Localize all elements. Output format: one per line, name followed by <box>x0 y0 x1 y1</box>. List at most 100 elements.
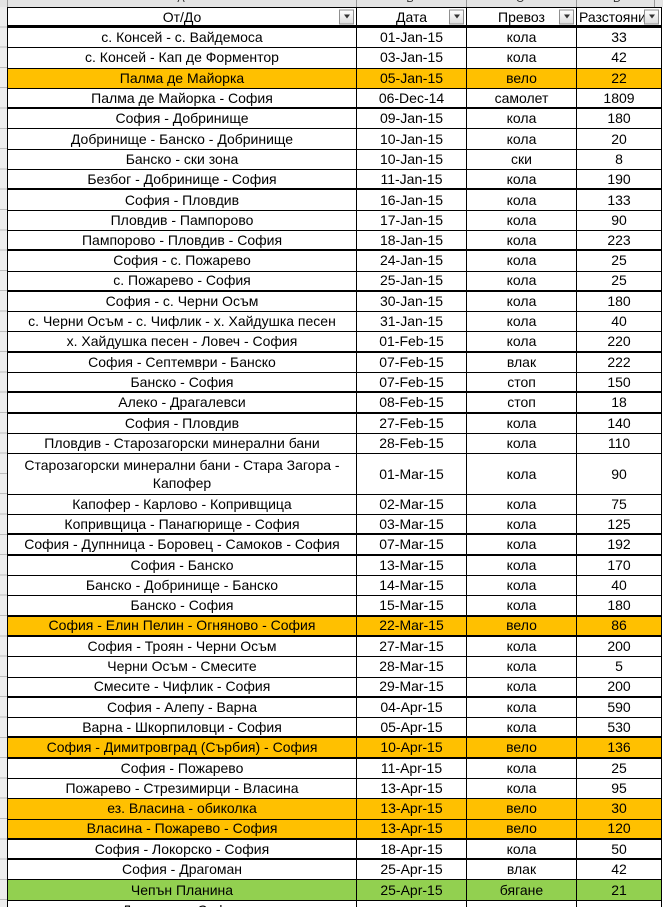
cell-transport[interactable]: кола <box>467 555 577 576</box>
cell-transport[interactable]: кола <box>467 251 577 271</box>
cell-from-to[interactable]: София - Троян - Черни Осъм <box>8 636 357 657</box>
filter-button-transport[interactable] <box>559 9 574 24</box>
cell-from-to[interactable]: с. Пожарево - София <box>8 271 357 290</box>
cell-from-to[interactable]: София - Алепу - Варна <box>8 697 357 718</box>
cell-date[interactable]: 05-Jan-15 <box>357 68 467 88</box>
cell-distance[interactable]: 20 <box>577 129 662 149</box>
cell-transport[interactable]: кола <box>467 515 577 534</box>
cell-date[interactable]: 17-Jan-15 <box>357 210 467 230</box>
header-distance[interactable]: Разстояни <box>577 8 662 25</box>
cell-transport[interactable]: кола <box>467 454 577 494</box>
cell-from-to[interactable]: с. Черни Осъм - с. Чифлик - х. Хайдушка … <box>8 312 357 332</box>
filter-button-from-to[interactable] <box>339 9 354 24</box>
cell-from-to[interactable]: Пловдив - Пампорово <box>8 210 357 230</box>
column-letter-d[interactable]: D <box>613 0 621 6</box>
cell-date[interactable]: 07-Mar-15 <box>357 535 467 554</box>
cell-distance[interactable]: 95 <box>577 778 662 799</box>
cell-transport[interactable]: стоп <box>467 373 577 392</box>
column-letter-a[interactable]: A <box>177 0 184 6</box>
cell-distance[interactable]: 140 <box>577 413 662 433</box>
filter-button-date[interactable] <box>449 9 464 24</box>
cell-transport[interactable]: кола <box>467 312 577 332</box>
cell-distance[interactable]: 50 <box>577 839 662 859</box>
cell-transport[interactable]: кола <box>467 758 577 778</box>
cell-distance[interactable]: 30 <box>577 799 662 819</box>
cell-transport[interactable]: кола <box>467 271 577 290</box>
cell-transport[interactable]: кола <box>467 657 577 677</box>
cell-date[interactable]: 11-Jan-15 <box>357 170 467 189</box>
cell-transport[interactable]: кола <box>467 778 577 799</box>
cell-distance[interactable]: 150 <box>577 373 662 392</box>
cell-transport[interactable]: кола <box>467 413 577 433</box>
cell-transport[interactable]: кола <box>467 535 577 554</box>
cell-date[interactable]: 09-Jan-15 <box>357 109 467 129</box>
cell-distance[interactable]: 222 <box>577 352 662 373</box>
cell-from-to[interactable]: София - Пловдив <box>8 413 357 433</box>
cell-distance[interactable]: 5 <box>577 657 662 677</box>
cell-transport[interactable]: кола <box>467 433 577 454</box>
cell-from-to[interactable]: Власина - Пожарево - София <box>8 819 357 838</box>
cell-from-to[interactable]: х. Хайдушка песен - Ловеч - София <box>8 332 357 351</box>
header-transport[interactable]: Превоз <box>467 8 577 25</box>
cell-from-to[interactable]: Добринище - Банско - Добринище <box>8 129 357 149</box>
cell-distance[interactable]: 200 <box>577 677 662 696</box>
cell-from-to[interactable]: Черни Осъм - Смесите <box>8 657 357 677</box>
cell-transport[interactable]: кола <box>467 28 577 48</box>
cell-transport[interactable]: кола <box>467 494 577 515</box>
cell-date[interactable]: 30-Jan-15 <box>357 291 467 312</box>
cell-distance[interactable]: 90 <box>577 454 662 494</box>
cell-date[interactable]: 15-Mar-15 <box>357 596 467 615</box>
cell-date[interactable]: 25-Jan-15 <box>357 271 467 290</box>
cell-transport[interactable]: кола <box>467 677 577 696</box>
cell-from-to[interactable]: Банско - София <box>8 596 357 615</box>
cell-transport[interactable]: вело <box>467 819 577 838</box>
cell-date[interactable]: 10-Jan-15 <box>357 129 467 149</box>
cell-from-to[interactable]: с. Консей - с. Вайдемоса <box>8 28 357 48</box>
cell-from-to[interactable]: с. Консей - Кап де Форментор <box>8 48 357 68</box>
cell-date[interactable]: 24-Jan-15 <box>357 251 467 271</box>
cell-date[interactable]: 13-Apr-15 <box>357 819 467 838</box>
cell-date[interactable]: 16-Jan-15 <box>357 190 467 210</box>
header-date[interactable]: Дата <box>357 8 467 25</box>
cell-date[interactable]: 22-Mar-15 <box>357 616 467 635</box>
cell-transport[interactable]: кола <box>467 210 577 230</box>
cell-transport[interactable] <box>467 900 577 907</box>
cell-transport[interactable]: кола <box>467 129 577 149</box>
cell-transport[interactable]: кола <box>467 839 577 859</box>
cell-distance[interactable]: 120 <box>577 819 662 838</box>
cell-transport[interactable]: кола <box>467 109 577 129</box>
cell-from-to[interactable]: ез. Власина - обиколка <box>8 799 357 819</box>
cell-from-to[interactable]: Палма де Майорка - София <box>8 88 357 108</box>
cell-transport[interactable]: влак <box>467 352 577 373</box>
cell-distance[interactable]: 25 <box>577 251 662 271</box>
cell-transport[interactable]: влак <box>467 860 577 880</box>
cell-from-to[interactable]: Пожарево - Стрезимирци - Власина <box>8 778 357 799</box>
cell-date[interactable]: 25-Apr-15 <box>357 860 467 880</box>
cell-date[interactable]: 06-Dec-14 <box>357 88 467 108</box>
cell-distance[interactable]: 220 <box>577 332 662 351</box>
cell-transport[interactable]: кола <box>467 48 577 68</box>
cell-distance[interactable]: 170 <box>577 555 662 576</box>
cell-distance[interactable]: 180 <box>577 109 662 129</box>
cell-transport[interactable]: вело <box>467 616 577 635</box>
cell-date[interactable]: 03-Jan-15 <box>357 48 467 68</box>
cell-transport[interactable]: кола <box>467 291 577 312</box>
cell-distance[interactable]: 33 <box>577 28 662 48</box>
cell-from-to[interactable]: София - Пожарево <box>8 758 357 778</box>
cell-from-to[interactable]: София - с. Пожарево <box>8 251 357 271</box>
cell-date[interactable]: 01-Feb-15 <box>357 332 467 351</box>
cell-distance[interactable]: 90 <box>577 210 662 230</box>
cell-date[interactable]: 14-Mar-15 <box>357 576 467 596</box>
cell-distance[interactable]: 42 <box>577 860 662 880</box>
cell-distance[interactable]: 136 <box>577 738 662 757</box>
cell-from-to[interactable]: Банско - Добринище - Банско <box>8 576 357 596</box>
cell-transport[interactable]: кола <box>467 636 577 657</box>
cell-date[interactable]: 28-Mar-15 <box>357 657 467 677</box>
cell-from-to[interactable]: София - Добринище <box>8 109 357 129</box>
cell-distance[interactable]: 25 <box>577 271 662 290</box>
column-letter-c[interactable]: C <box>516 0 524 6</box>
cell-distance[interactable]: 133 <box>577 190 662 210</box>
cell-date[interactable]: 01-Mar-15 <box>357 454 467 494</box>
cell-transport[interactable]: вело <box>467 799 577 819</box>
cell-transport[interactable]: кола <box>467 170 577 189</box>
